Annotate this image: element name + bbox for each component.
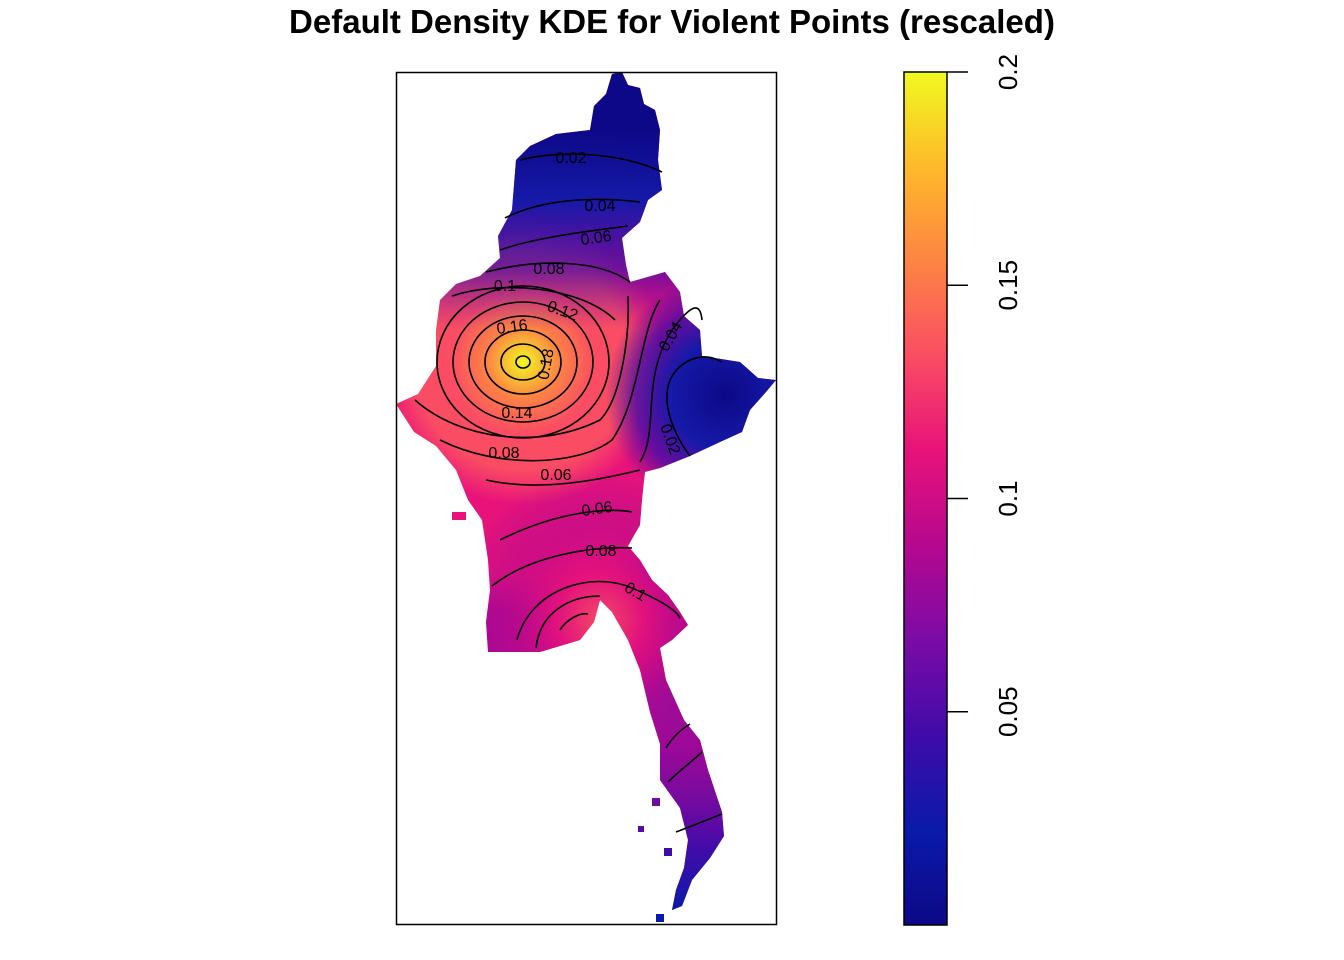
contour-line bbox=[515, 355, 531, 369]
contour-line bbox=[675, 813, 723, 833]
contour-line bbox=[519, 153, 663, 173]
contour-label: 0.06 bbox=[540, 467, 571, 484]
contour-line bbox=[485, 469, 641, 486]
contour-line bbox=[516, 580, 681, 641]
contour-line bbox=[504, 198, 641, 219]
contour-line bbox=[639, 307, 703, 463]
contour-line bbox=[499, 509, 633, 541]
contour-line bbox=[414, 295, 630, 439]
contour-line bbox=[485, 262, 631, 283]
contour-line bbox=[491, 546, 633, 587]
contour-line bbox=[665, 723, 691, 749]
contour-line bbox=[535, 595, 601, 649]
contour-label: 0.1 bbox=[494, 278, 516, 295]
contour-line bbox=[667, 751, 703, 783]
plot-frame bbox=[395, 71, 778, 926]
colorbar: 0.05 0.1 0.15 0.2 bbox=[903, 54, 1023, 926]
colorbar-gradient bbox=[903, 71, 948, 926]
contour-label: 0.08 bbox=[533, 261, 564, 278]
colorbar-tick-label: 0.05 bbox=[993, 686, 1023, 737]
colorbar-tick-label: 0.1 bbox=[993, 480, 1023, 516]
colorbar-ticks: 0.05 0.1 0.15 0.2 bbox=[947, 54, 1023, 737]
contour-line bbox=[499, 225, 629, 251]
contour-line bbox=[484, 329, 562, 395]
contour-line bbox=[468, 315, 578, 409]
contour-line bbox=[666, 356, 723, 457]
contour-label: 0.18 bbox=[535, 347, 557, 381]
contour-label: 0.04 bbox=[584, 198, 615, 215]
contour-line bbox=[500, 343, 546, 381]
contour-label: 0.16 bbox=[496, 317, 529, 338]
contour-line bbox=[451, 286, 616, 321]
contour-line bbox=[452, 301, 594, 423]
contour-lines bbox=[414, 153, 723, 833]
chart-title: Default Density KDE for Violent Points (… bbox=[289, 3, 1055, 40]
contour-label: 0.06 bbox=[581, 499, 614, 520]
contour-label: 0.08 bbox=[488, 445, 519, 462]
contour-line bbox=[439, 299, 661, 462]
contour-label: 0.08 bbox=[585, 543, 616, 560]
contour-label: 0.14 bbox=[501, 405, 532, 422]
contour-label: 0.02 bbox=[555, 150, 586, 167]
colorbar-tick-label: 0.15 bbox=[993, 260, 1023, 311]
colorbar-tick-label: 0.2 bbox=[993, 54, 1023, 90]
contour-label: 0.06 bbox=[580, 228, 613, 249]
contour-line bbox=[559, 612, 589, 631]
